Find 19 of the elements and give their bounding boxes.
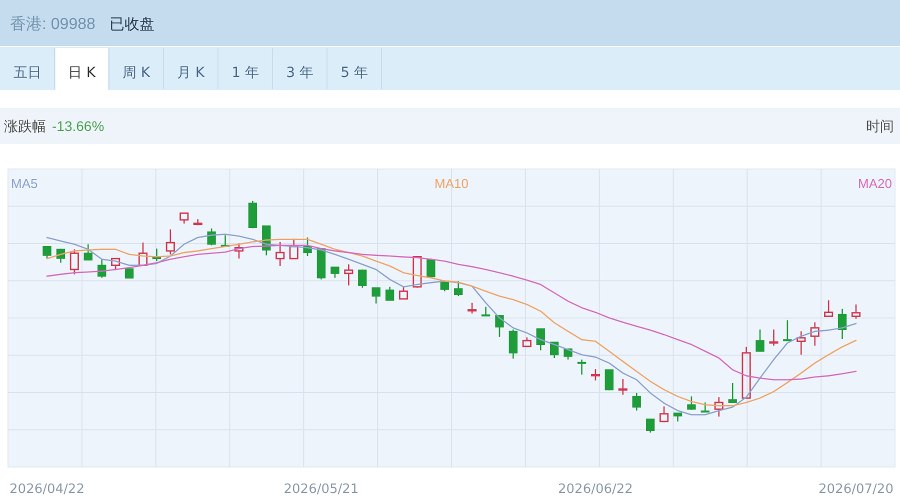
tab-label: 周 K bbox=[122, 65, 150, 81]
annotation: -13.66% bbox=[52, 118, 104, 134]
tab-label: 1 年 bbox=[232, 65, 259, 81]
annotation: 时间 bbox=[866, 119, 894, 135]
tab-label: 5 年 bbox=[340, 65, 368, 81]
legend-item: MA5 bbox=[11, 176, 38, 191]
tab-label: 3 年 bbox=[286, 65, 314, 81]
title: 香港: 09988 bbox=[10, 16, 96, 33]
legend-item: MA10 bbox=[434, 176, 468, 191]
x-tick: 2026/06/22 bbox=[558, 482, 633, 497]
tab-label: 月 K bbox=[176, 65, 205, 81]
tab-label: 五日 bbox=[13, 65, 42, 81]
subtitle: 已收盘 bbox=[109, 15, 154, 33]
x-tick: 2026/04/22 bbox=[10, 482, 84, 497]
x-tick: 2026/07/20 bbox=[818, 482, 894, 497]
x-tick: 2026/05/21 bbox=[284, 482, 359, 497]
legend-item: MA20 bbox=[858, 176, 892, 191]
tab-label: 日 K bbox=[68, 65, 96, 81]
annotation: 涨跌幅 bbox=[4, 119, 46, 135]
